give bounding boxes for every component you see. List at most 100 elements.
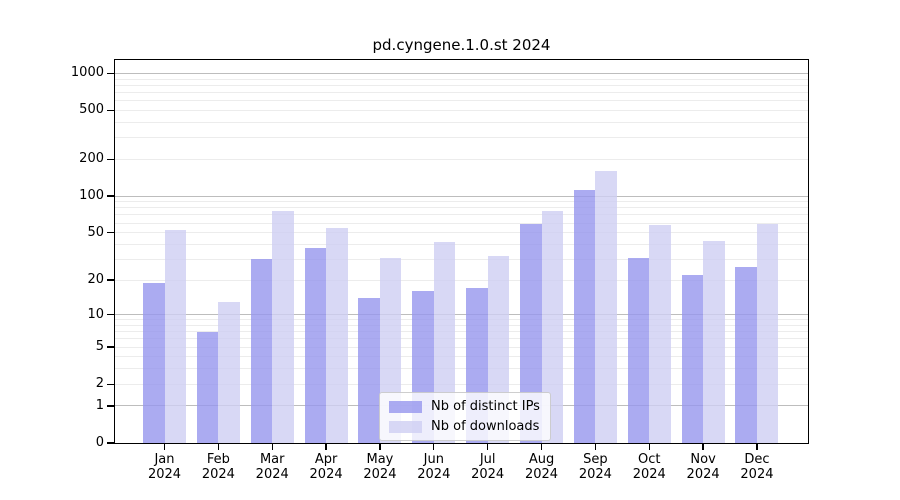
minor-gridline xyxy=(114,222,809,224)
x-tick-mark xyxy=(594,444,597,450)
y-tick-mark xyxy=(107,405,114,407)
minor-gridline xyxy=(114,324,809,326)
y-tick-mark xyxy=(107,231,114,234)
x-tick-label: Dec 2024 xyxy=(740,452,774,482)
y-tick-mark xyxy=(107,442,114,444)
y-tick-mark xyxy=(107,346,114,348)
x-tick-label: Nov 2024 xyxy=(686,452,720,482)
bar-distinct-ips-dec xyxy=(735,266,757,444)
minor-gridline xyxy=(114,137,809,139)
minor-gridline xyxy=(114,331,809,333)
minor-gridline xyxy=(114,319,809,321)
y-tick-label: 20 xyxy=(87,272,104,288)
legend-swatch-distinct-ips xyxy=(389,400,422,413)
x-tick-label: Jun 2024 xyxy=(417,452,451,482)
x-tick-label: Aug 2024 xyxy=(524,452,559,482)
y-tick-label: 0 xyxy=(95,435,104,450)
minor-gridline xyxy=(114,214,809,216)
y-tick-label: 1 xyxy=(95,397,104,413)
y-tick-mark xyxy=(107,314,114,316)
legend-entry-distinct-ips: Nb of distinct IPs xyxy=(389,399,540,414)
y-tick-mark xyxy=(107,72,114,75)
minor-gridline xyxy=(114,91,809,93)
bar-downloads-oct xyxy=(649,224,671,444)
x-tick-label: Oct 2024 xyxy=(632,452,666,482)
major-gridline xyxy=(114,72,809,74)
x-tick-mark xyxy=(433,444,435,450)
y-tick-label: 5 xyxy=(95,339,104,355)
y-tick-label: 10 xyxy=(87,306,104,322)
y-tick-label: 2 xyxy=(95,376,104,392)
minor-gridline xyxy=(114,368,809,370)
minor-gridline xyxy=(114,346,809,348)
bar-distinct-ips-jan xyxy=(143,282,165,444)
minor-gridline xyxy=(114,158,809,160)
x-tick-mark xyxy=(540,444,543,450)
x-tick-mark xyxy=(486,444,489,450)
legend-label-downloads: Nb of downloads xyxy=(431,419,540,434)
minor-gridline xyxy=(114,338,809,340)
major-gridline xyxy=(114,195,809,197)
x-tick-mark xyxy=(702,444,704,450)
x-tick-label: Jul 2024 xyxy=(471,452,505,482)
legend: Nb of distinct IPs Nb of downloads xyxy=(379,392,551,441)
bar-downloads-feb xyxy=(218,301,240,444)
y-tick-label: 100 xyxy=(79,188,104,204)
x-tick-label: Sep 2024 xyxy=(578,452,612,482)
bar-distinct-ips-sep xyxy=(573,189,596,444)
bar-distinct-ips-may xyxy=(358,298,380,444)
x-tick-mark xyxy=(325,444,327,450)
x-tick-mark xyxy=(648,444,650,450)
bar-downloads-sep xyxy=(595,171,617,444)
y-tick-label: 50 xyxy=(87,224,104,240)
y-tick-mark xyxy=(107,383,114,385)
bar-downloads-jan xyxy=(164,229,186,444)
minor-gridline xyxy=(114,109,809,111)
legend-swatch-downloads xyxy=(389,420,422,433)
chart-title: pd.cyngene.1.0.st 2024 xyxy=(372,36,551,54)
bar-downloads-apr xyxy=(326,227,348,444)
bar-distinct-ips-mar xyxy=(250,259,273,444)
minor-gridline xyxy=(114,258,809,260)
y-tick-mark xyxy=(107,195,114,197)
x-tick-mark xyxy=(756,444,758,450)
y-tick-label: 500 xyxy=(79,102,104,118)
minor-gridline xyxy=(114,356,809,358)
bar-distinct-ips-apr xyxy=(304,248,327,444)
x-tick-label: May 2024 xyxy=(363,452,397,482)
minor-gridline xyxy=(114,121,809,123)
x-tick-mark xyxy=(163,444,166,450)
minor-gridline xyxy=(114,84,809,86)
minor-gridline xyxy=(114,232,809,234)
y-tick-mark xyxy=(107,279,114,281)
bar-distinct-ips-feb xyxy=(196,331,219,444)
bar-downloads-mar xyxy=(272,211,294,444)
major-gridline xyxy=(114,314,809,316)
legend-entry-downloads: Nb of downloads xyxy=(389,419,540,434)
y-tick-mark xyxy=(107,109,114,112)
x-tick-mark xyxy=(271,444,273,450)
plot-area: Nb of distinct IPs Nb of downloads 0 1 2 5 1… xyxy=(71,59,809,482)
bar-downloads-dec xyxy=(756,223,779,444)
x-tick-mark xyxy=(217,444,220,450)
x-tick-mark xyxy=(379,444,381,450)
x-tick-label: Apr 2024 xyxy=(309,452,343,482)
bar-distinct-ips-aug xyxy=(520,223,542,444)
minor-gridline xyxy=(114,207,809,209)
minor-gridline xyxy=(114,201,809,203)
bar-downloads-nov xyxy=(703,240,725,444)
y-tick-label: 200 xyxy=(79,151,104,167)
minor-gridline xyxy=(114,279,809,281)
bar-distinct-ips-nov xyxy=(681,275,704,444)
x-tick-label: Mar 2024 xyxy=(255,452,289,482)
x-tick-label: Jan 2024 xyxy=(147,452,182,482)
y-tick-mark xyxy=(107,158,114,160)
bar-downloads-aug xyxy=(541,211,564,444)
y-tick-label: 1000 xyxy=(70,65,104,81)
minor-gridline xyxy=(114,383,809,385)
minor-gridline xyxy=(114,78,809,80)
x-tick-label: Feb 2024 xyxy=(201,452,235,482)
legend-label-distinct-ips: Nb of distinct IPs xyxy=(431,399,540,414)
bar-distinct-ips-oct xyxy=(627,257,650,444)
